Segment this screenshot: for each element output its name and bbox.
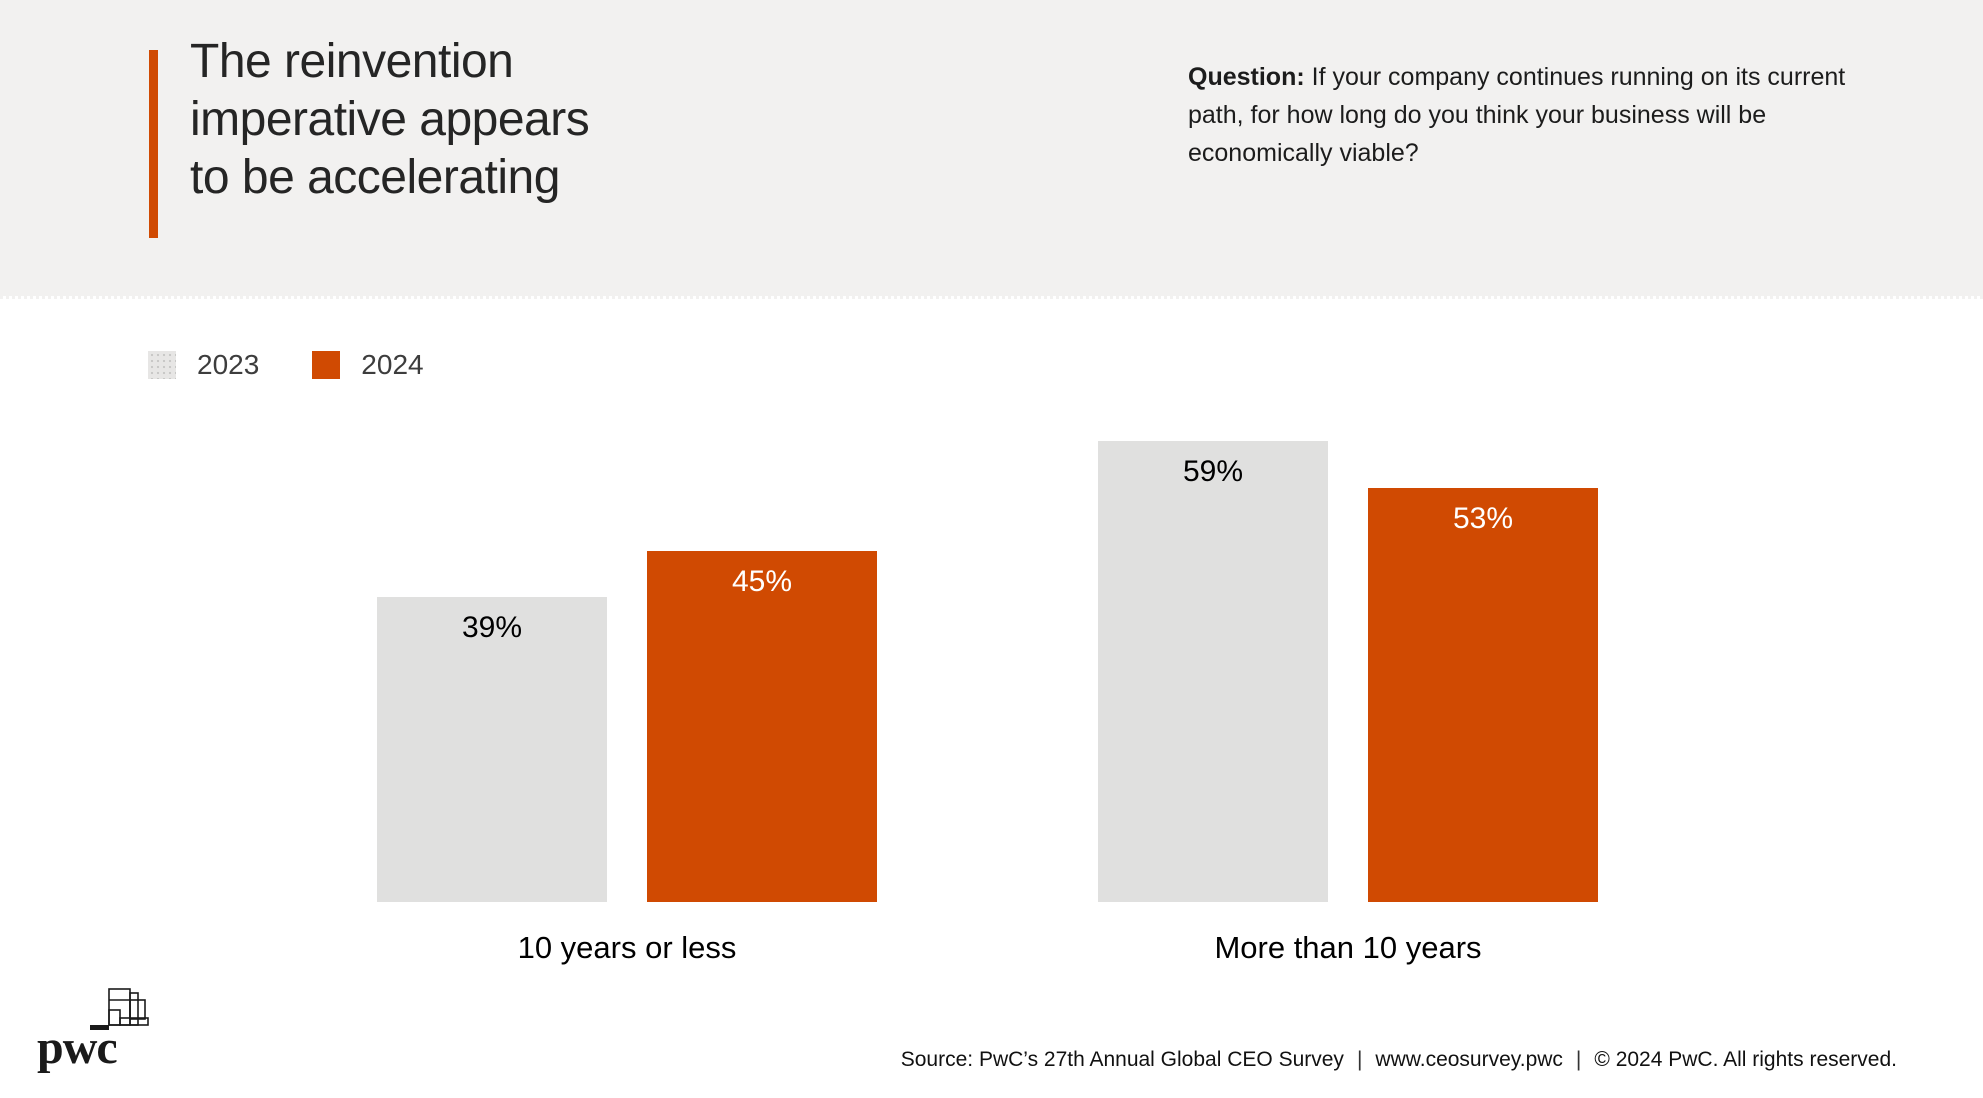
question-text: If your company continues running on its… <box>1304 63 1846 91</box>
copyright-text: © 2024 PwC. All rights reserved. <box>1594 1048 1897 1071</box>
page-title-line: imperative appears <box>190 93 590 146</box>
header-serrated-edge <box>0 296 1983 299</box>
page-title: The reinvention imperative appears to be… <box>190 33 590 207</box>
bar-2023-more-than-10-years: 59% <box>1098 441 1328 902</box>
page-title-line: to be accelerating <box>190 151 560 204</box>
separator: | <box>1356 1048 1363 1071</box>
bar-2024-10-years-or-less: 45% <box>647 551 877 902</box>
legend-swatch-2023 <box>148 351 176 379</box>
legend-item-2023: 2023 <box>148 349 259 381</box>
question-line: economically viable? <box>1188 139 1419 167</box>
legend-label-2024: 2024 <box>361 349 424 380</box>
bar-value-label: 39% <box>461 611 523 644</box>
source-text: Source: PwC’s 27th Annual Global CEO Sur… <box>900 1048 1344 1071</box>
building-blocks-icon <box>108 988 149 1026</box>
logo-wordmark: pwc <box>37 1021 117 1074</box>
legend-swatch-2024 <box>312 351 341 379</box>
bar-value-label: 53% <box>1452 502 1514 535</box>
question-label: Question: <box>1188 63 1305 91</box>
bar-2023-10-years-or-less: 39% <box>377 597 607 902</box>
question-line: Question: If your company continues runn… <box>1188 58 1888 96</box>
header-band <box>0 0 1983 296</box>
chart-legend: 2023 2024 <box>148 349 424 381</box>
page-title-line: The reinvention <box>190 35 514 88</box>
source-line: Source: PwC’s 27th Annual Global CEO Sur… <box>901 1048 1897 1072</box>
title-accent-bar <box>149 50 158 238</box>
logo-underscore-bar <box>90 1025 109 1030</box>
legend-label-2023: 2023 <box>197 349 260 380</box>
bar-value-label: 45% <box>731 565 793 598</box>
category-label-more-than-10-years: More than 10 years <box>1214 930 1482 965</box>
separator: | <box>1575 1048 1582 1071</box>
bar-value-label: 59% <box>1182 455 1244 488</box>
legend-item-2024: 2024 <box>312 349 424 381</box>
category-label-10-years-or-less: 10 years or less <box>517 930 737 965</box>
survey-question: Question: If your company continues runn… <box>1188 58 1888 172</box>
source-url: www.ceosurvey.pwc <box>1375 1048 1563 1071</box>
bar-2024-more-than-10-years: 53% <box>1368 488 1598 902</box>
question-line: path, for how long do you think your bus… <box>1188 101 1767 129</box>
pwc-logo: pwc <box>37 988 149 1074</box>
